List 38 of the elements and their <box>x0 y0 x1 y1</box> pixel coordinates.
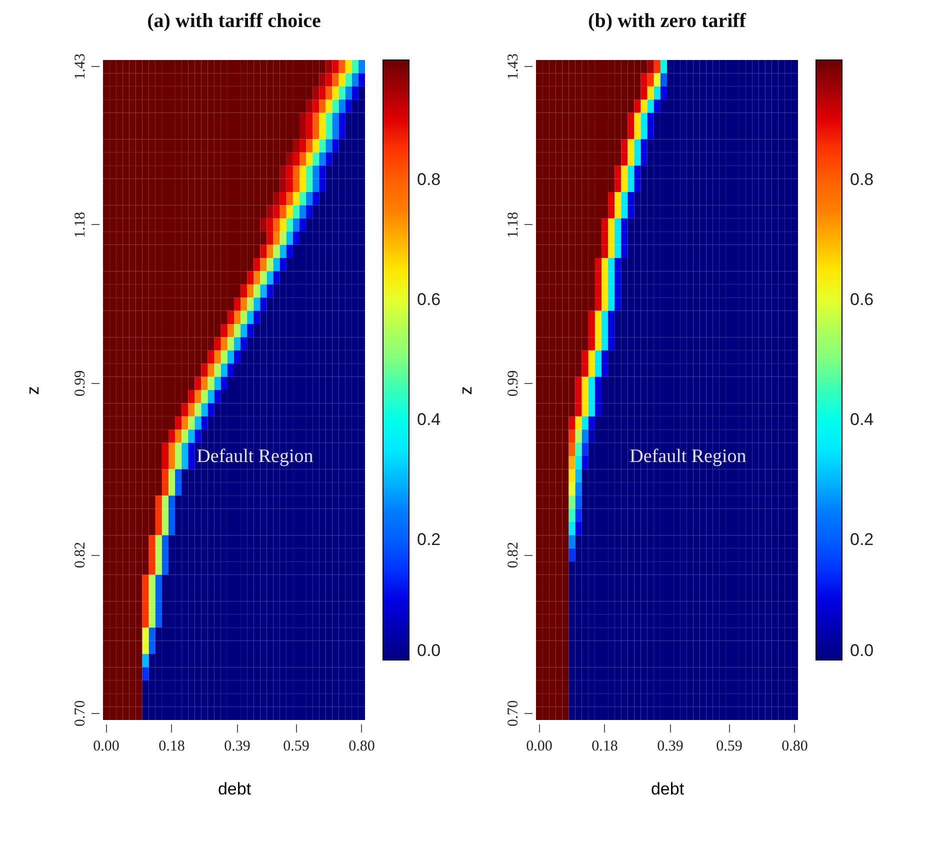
color-bar-label: 0.4 <box>417 410 441 429</box>
x-tick-label: 0.59 <box>283 738 310 754</box>
y-tick-label: 0.82 <box>72 542 88 568</box>
y-tick-label: 0.99 <box>506 370 522 397</box>
color-bar-label: 0.0 <box>417 641 441 660</box>
x-tick-label: 0.18 <box>592 738 618 754</box>
y-axis-title: z <box>24 386 42 395</box>
color-bar-label: 0.4 <box>850 410 874 429</box>
color-bar-label: 0.2 <box>417 530 441 549</box>
chart-title: (a) with tariff choice <box>147 10 322 32</box>
x-tick-label: 0.39 <box>224 738 250 754</box>
y-tick-label: 0.99 <box>72 370 88 397</box>
y-tick-label: 1.18 <box>506 212 522 238</box>
annotation: Default Region <box>630 446 747 467</box>
y-tick-label: 1.43 <box>506 53 522 80</box>
color-bar-label: 0.0 <box>850 641 874 660</box>
color-bar-label: 0.8 <box>417 170 441 189</box>
y-tick-label: 0.70 <box>506 700 522 727</box>
y-tick-label: 1.43 <box>72 53 88 80</box>
x-tick-label: 0.80 <box>782 738 808 754</box>
x-tick-label: 0.00 <box>93 738 120 754</box>
x-axis-title: debt <box>218 780 252 798</box>
color-bar-label: 0.6 <box>417 290 441 309</box>
x-tick-label: 0.80 <box>348 738 375 754</box>
color-bar-label: 0.6 <box>850 290 874 309</box>
color-bar-label: 0.2 <box>850 530 874 549</box>
x-tick-label: 0.59 <box>716 738 742 754</box>
x-tick-label: 0.39 <box>657 738 684 754</box>
y-tick-label: 0.82 <box>506 542 522 568</box>
annotation: Default Region <box>196 446 314 467</box>
y-axis-title: z <box>456 386 476 395</box>
x-tick-label: 0.18 <box>158 738 185 754</box>
y-tick-label: 1.18 <box>72 212 88 238</box>
x-tick-label: 0.00 <box>526 738 552 754</box>
y-tick-label: 0.70 <box>72 700 88 727</box>
chart-title: (b) with zero tariff <box>588 10 746 32</box>
x-axis-title: debt <box>650 780 684 798</box>
color-bar-label: 0.8 <box>850 170 874 189</box>
